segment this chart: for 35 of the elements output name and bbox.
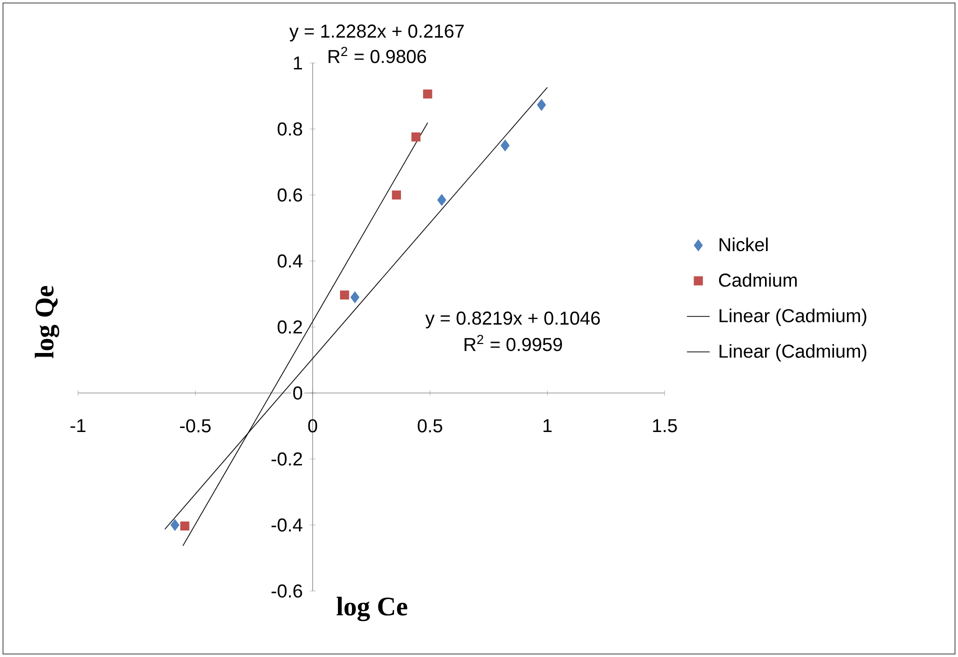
x-tick-label: 0: [308, 419, 318, 432]
point: [500, 140, 510, 152]
point: [423, 89, 432, 99]
annotation: y = 0.8219x + 0.1046: [425, 312, 600, 328]
point: [340, 290, 350, 300]
x-tick-label: -0.5: [180, 419, 211, 432]
y-tick-label: -0.6: [272, 584, 302, 598]
text: y = 1.2282x + 0.2167: [289, 24, 464, 42]
y-axis-title: log Qe: [34, 286, 60, 358]
x-tick-label: 1.5: [653, 419, 677, 432]
y-tick-label: -0.4: [272, 518, 302, 532]
annotation: R$^{2}$ = 0.9959: [464, 334, 562, 352]
y-tick-label: 1: [294, 56, 302, 70]
point: [411, 132, 420, 142]
x-tick-label: -1: [70, 419, 86, 432]
y-tick-label: 0.4: [278, 254, 302, 268]
legend-label: Nickel: [720, 238, 768, 252]
point: [170, 519, 180, 531]
annotation: R$^{2}$ = 0.9806: [328, 46, 426, 64]
legend-label: Linear (Cadmium): [720, 344, 866, 362]
legend-label: Cadmium: [719, 273, 797, 287]
y-tick-label: 0: [293, 386, 302, 400]
x-tick-label: 1: [544, 419, 552, 432]
y-tick-label: 0.8: [278, 122, 302, 136]
y-tick-label: 0.2: [278, 320, 302, 334]
point: [392, 190, 401, 200]
x-axis-title: log Ce: [336, 596, 408, 622]
point: [180, 521, 190, 531]
x-tick-label: 0.5: [418, 419, 442, 432]
legend-label: Linear (Cadmium): [720, 308, 866, 326]
point: [350, 291, 360, 304]
y-tick-label: -0.2: [272, 452, 302, 466]
y-tick-label: 0.6: [278, 188, 302, 202]
point: [537, 99, 546, 111]
point: [437, 194, 446, 206]
